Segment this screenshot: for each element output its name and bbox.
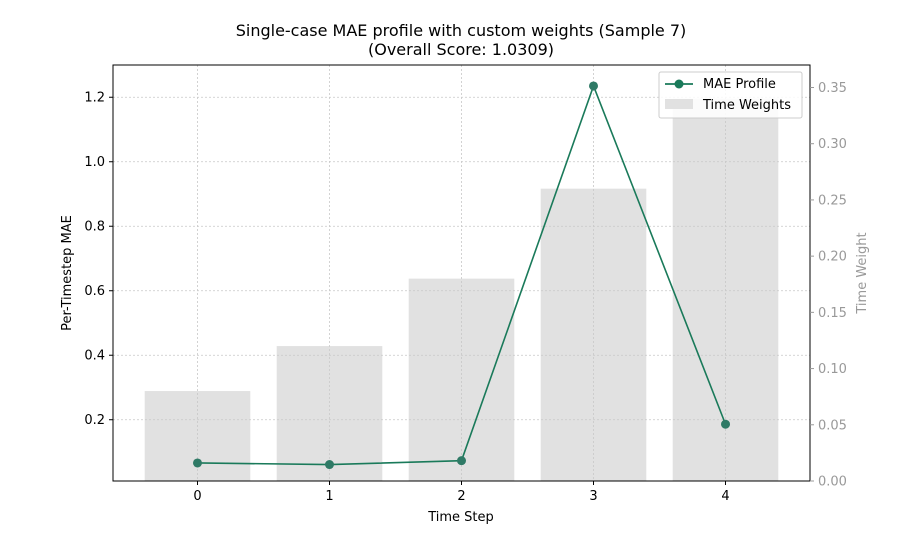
mae-point bbox=[721, 419, 731, 429]
y2-tick-label: 0.15 bbox=[818, 306, 847, 321]
weight-bar bbox=[408, 278, 515, 481]
mae-point bbox=[324, 460, 334, 470]
x-axis-label: Time Step bbox=[427, 510, 494, 525]
mae-point bbox=[589, 81, 599, 91]
legend-label-mae: MAE Profile bbox=[703, 77, 776, 92]
weight-bar bbox=[144, 391, 251, 481]
mae-point bbox=[457, 456, 466, 466]
legend: MAE Profile Time Weights bbox=[658, 71, 803, 119]
chart-subtitle: (Overall Score: 1.0309) bbox=[368, 40, 554, 59]
y-tick-label: 0.4 bbox=[84, 349, 105, 364]
y2-tick-label: 0.10 bbox=[818, 362, 847, 377]
y2-tick-label: 0.25 bbox=[818, 193, 847, 208]
y2-axis-label: Time Weight bbox=[855, 232, 870, 314]
y-tick-label: 0.2 bbox=[84, 413, 105, 428]
legend-marker-swatch bbox=[674, 79, 684, 89]
y2-tick-label: 0.35 bbox=[818, 81, 847, 96]
legend-bar-swatch bbox=[665, 99, 693, 109]
y-axis-left: 0.2 0.4 0.6 0.8 1.0 1.2 bbox=[84, 91, 113, 428]
x-axis: 0 1 2 3 4 bbox=[193, 481, 730, 504]
x-tick-label: 2 bbox=[457, 489, 465, 504]
y-tick-label: 0.8 bbox=[84, 220, 105, 235]
y2-tick-label: 0.30 bbox=[818, 137, 847, 152]
legend-label-weights: Time Weights bbox=[702, 98, 791, 113]
mae-point bbox=[192, 458, 202, 468]
x-tick-label: 0 bbox=[193, 489, 201, 504]
y2-tick-label: 0.00 bbox=[818, 475, 847, 490]
chart-title: Single-case MAE profile with custom weig… bbox=[236, 21, 687, 40]
x-tick-label: 1 bbox=[325, 489, 333, 504]
y-axis-right: 0.00 0.05 0.10 0.15 0.20 0.25 0.30 0.35 bbox=[810, 81, 847, 490]
line-layer bbox=[192, 81, 731, 470]
x-tick-label: 4 bbox=[721, 489, 729, 504]
y-tick-label: 1.2 bbox=[84, 91, 105, 106]
legend-box bbox=[658, 71, 803, 119]
y2-tick-label: 0.05 bbox=[818, 418, 847, 433]
y-axis-label: Per-Timestep MAE bbox=[60, 215, 75, 331]
y-tick-label: 0.6 bbox=[84, 284, 105, 299]
x-tick-label: 3 bbox=[589, 489, 597, 504]
y2-tick-label: 0.20 bbox=[818, 250, 847, 265]
y-tick-label: 1.0 bbox=[84, 155, 105, 170]
